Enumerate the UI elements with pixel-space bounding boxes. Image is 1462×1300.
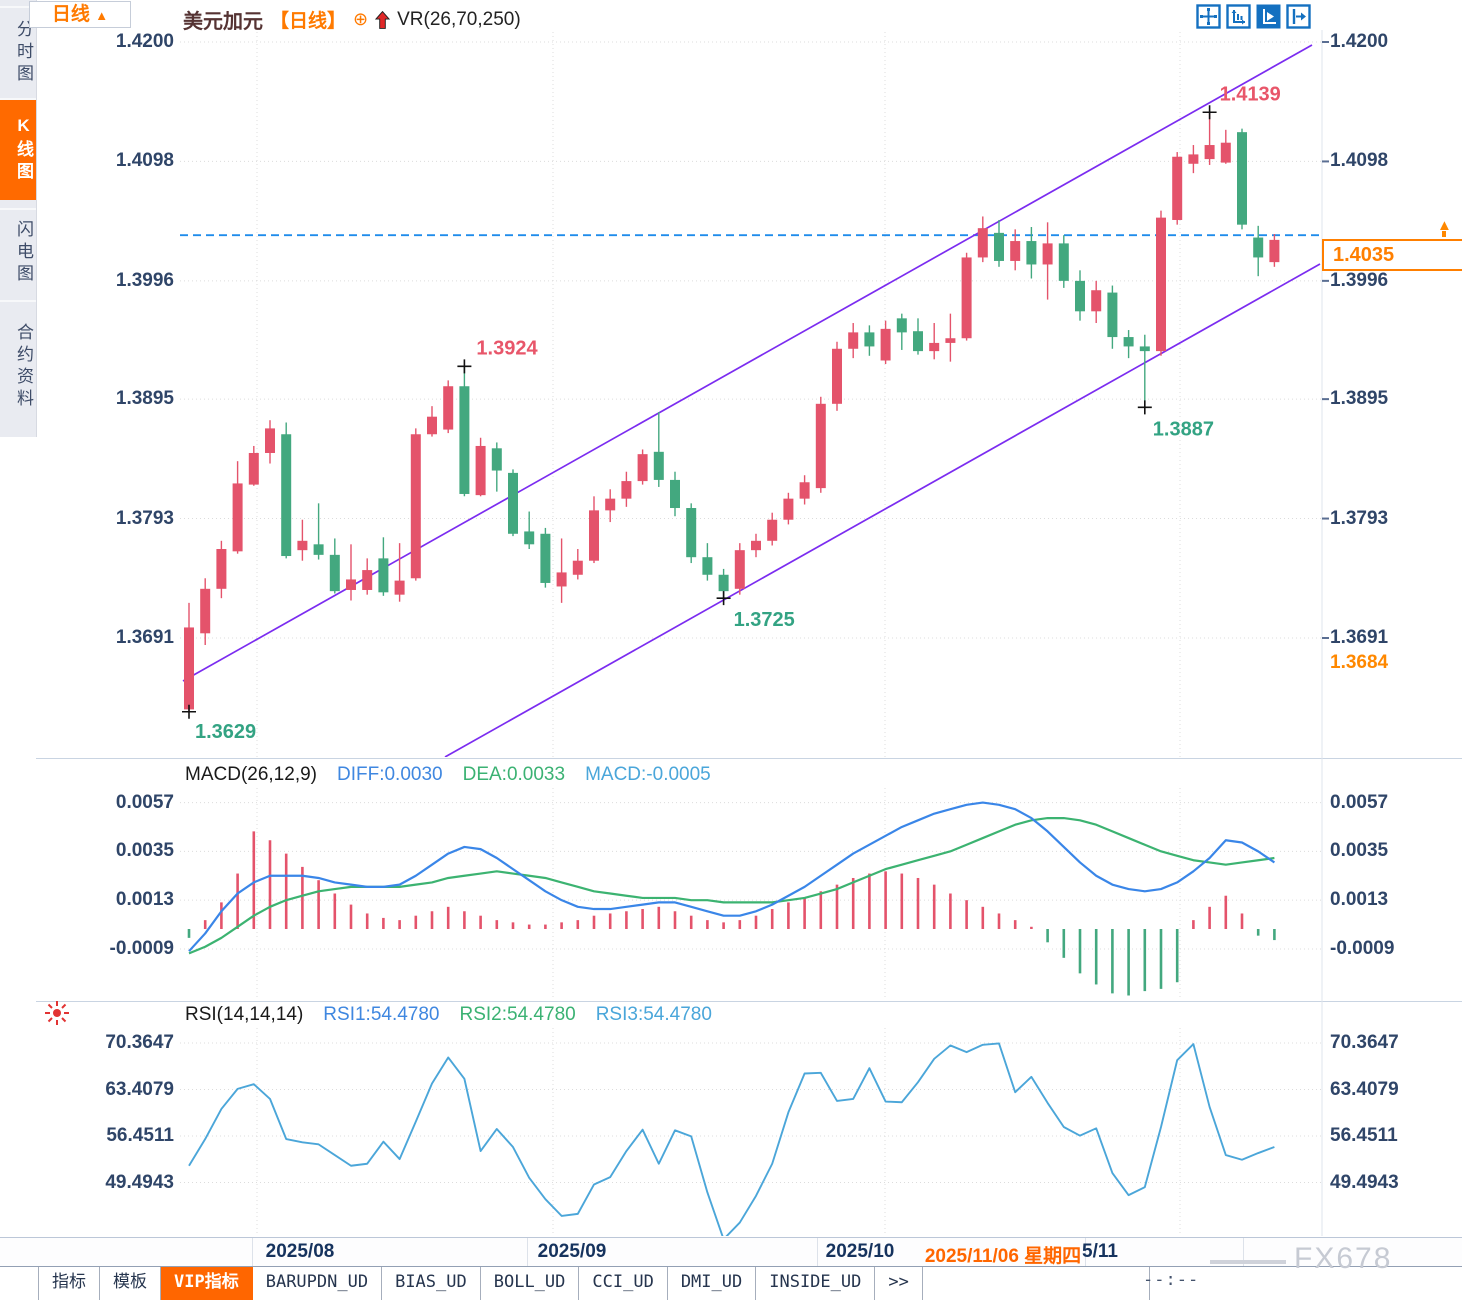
chart-toolbar [1196, 4, 1311, 29]
price-tick-right: 1.3996 [1330, 269, 1389, 291]
price-tick-left: 1.3793 [115, 507, 174, 529]
time-placeholder: --:-- [1143, 1270, 1200, 1290]
macd-tick-right: 0.0013 [1330, 889, 1389, 911]
date-cell-divider [1085, 1238, 1086, 1267]
extreme-price-label: 1.3924 [476, 337, 538, 359]
date-cell-divider [527, 1238, 528, 1267]
pan-right-icon[interactable] [1286, 4, 1311, 29]
up-arrow-icon [375, 10, 391, 30]
month-axis-label: 2025/08 [265, 1241, 335, 1262]
month-axis-label: 2025/10 [825, 1241, 895, 1262]
rsi-panel [188, 1042, 1275, 1236]
tab--[interactable]: 模板 [100, 1267, 161, 1300]
indicator-tab-bar: 指标 模板 VIP指标 BARUPDN_UD BIAS_UD BOLL_UD CCI_UD D… [0, 1266, 1462, 1300]
rsi-tick-right: 56.4511 [1330, 1125, 1398, 1146]
tab-dmi_ud[interactable]: DMI_UD [667, 1267, 757, 1300]
symbol-name: 美元加元 [183, 11, 263, 33]
extreme-price-label: 1.3887 [1153, 418, 1214, 440]
tab-inside_ud[interactable]: INSIDE_UD [756, 1267, 876, 1300]
date-cell-divider [817, 1238, 818, 1267]
price-tick-right: 1.3691 [1330, 626, 1389, 648]
tab-vip-[interactable]: VIP指标 [161, 1267, 253, 1300]
extreme-price-label: 1.3629 [195, 721, 256, 743]
tab-corner-spacer [0, 1267, 39, 1300]
axis-range-icon[interactable] [1226, 4, 1251, 29]
tab-barupdn_ud[interactable]: BARUPDN_UD [252, 1267, 383, 1300]
sidebar-item-shandiantu[interactable]: 闪电图 [0, 208, 36, 296]
rsi-tick-left: 49.4943 [105, 1171, 174, 1193]
tab-empty-area [922, 1267, 1150, 1300]
price-pointer-icon: ▲ [1437, 217, 1452, 237]
rsi-tick-left: 63.4079 [105, 1078, 174, 1100]
macd-macd-value: MACD:-0.0005 [585, 764, 711, 785]
rsi-header: RSI(14,14,14) RSI1:54.4780 RSI2:54.4780 … [185, 1004, 712, 1026]
current-price-badge: 1.4035 [1322, 239, 1462, 272]
macd-tick-right: -0.0009 [1330, 937, 1395, 959]
vr-indicator-label: VR(26,70,250) [397, 8, 521, 30]
macd-dea-value: DEA:0.0033 [462, 764, 566, 785]
tab-bias_ud[interactable]: BIAS_UD [382, 1267, 481, 1300]
extreme-price-label: 1.3725 [734, 609, 795, 631]
rsi-tick-left: 70.3647 [105, 1032, 174, 1053]
watermark: FX678 [1294, 1242, 1393, 1275]
extreme-price-label: 1.4139 [1220, 83, 1281, 105]
chart-header: 美元加元 【日线】 ⊕ VR(26,70,250) [183, 5, 521, 34]
tab->>[interactable]: >> [875, 1267, 923, 1300]
date-cell-divider [252, 1238, 253, 1267]
macd-tick-right: 0.0035 [1330, 840, 1389, 862]
rsi-tick-right: 49.4943 [1330, 1171, 1399, 1193]
chart-canvas[interactable]: 1.3629 1.3924 1.3725 1.3887 1.4139 [0, 0, 1462, 1237]
rsi2-value: RSI2:54.4780 [459, 1004, 576, 1025]
indicator-settings-icon[interactable] [44, 1000, 70, 1031]
price-tick-left: 1.3895 [115, 388, 174, 410]
crosshair-pan-icon[interactable] [1196, 4, 1221, 29]
tab-boll_ud[interactable]: BOLL_UD [480, 1267, 580, 1300]
axis-play-icon[interactable] [1256, 4, 1281, 29]
macd-tick-left: 0.0035 [115, 840, 174, 862]
month-axis-label: 2025/09 [537, 1241, 607, 1262]
extra-price-label: 1.3684 [1330, 652, 1389, 673]
tab--[interactable]: 指标 [39, 1267, 100, 1300]
rsi3-value: RSI3:54.4780 [595, 1004, 712, 1025]
macd-tick-left: 0.0013 [115, 889, 174, 911]
rsi-tick-left: 56.4511 [106, 1125, 174, 1146]
period-tag[interactable]: 【日线】 [270, 11, 347, 32]
macd-panel [187, 801, 1276, 996]
price-tick-right: 1.4200 [1330, 31, 1389, 52]
price-tick-left: 1.3691 [115, 626, 174, 648]
macd-tick-left: -0.0009 [109, 937, 174, 959]
chevron-up-icon: ▲ [95, 8, 109, 23]
macd-title: MACD(26,12,9) [185, 764, 317, 785]
sidebar-item-fenshitu[interactable]: 分时图 [0, 6, 36, 98]
macd-header: MACD(26,12,9) DIFF:0.0030 DEA:0.0033 MAC… [185, 764, 711, 786]
rsi-tick-right: 70.3647 [1330, 1032, 1399, 1053]
macd-tick-left: 0.0057 [115, 791, 174, 813]
circle-plus-icon[interactable]: ⊕ [353, 9, 369, 29]
rsi-title: RSI(14,14,14) [185, 1004, 304, 1025]
crosshair-date-label: 2025/11/06 星期四 [924, 1246, 1082, 1267]
rsi1-value: RSI1:54.4780 [323, 1004, 440, 1025]
sidebar-item-kxiantu[interactable]: K线图 [0, 98, 36, 200]
price-tick-left: 1.4098 [115, 150, 174, 172]
candles [184, 112, 1280, 712]
month-axis-label: 5/11 [1082, 1241, 1118, 1262]
macd-diff-value: DIFF:0.0030 [337, 764, 443, 785]
price-tick-left: 1.3996 [115, 269, 174, 291]
tab-cci_ud[interactable]: CCI_UD [579, 1267, 668, 1300]
watermark-dash [1210, 1260, 1286, 1264]
sidebar-item-heyueziliao[interactable]: 合约资料 [0, 300, 36, 432]
macd-tick-right: 0.0057 [1330, 791, 1389, 813]
period-selector[interactable]: 日线 ▲ [29, 1, 131, 28]
rsi-tick-right: 63.4079 [1330, 1078, 1399, 1100]
sidebar: 分时图 K线图 闪电图 合约资料 [0, 0, 37, 437]
price-tick-right: 1.4098 [1330, 150, 1389, 172]
price-tick-right: 1.3793 [1330, 507, 1389, 529]
price-tick-right: 1.3895 [1330, 388, 1389, 410]
price-tick-left: 1.4200 [115, 31, 174, 52]
date-cell-divider [1243, 1238, 1244, 1267]
